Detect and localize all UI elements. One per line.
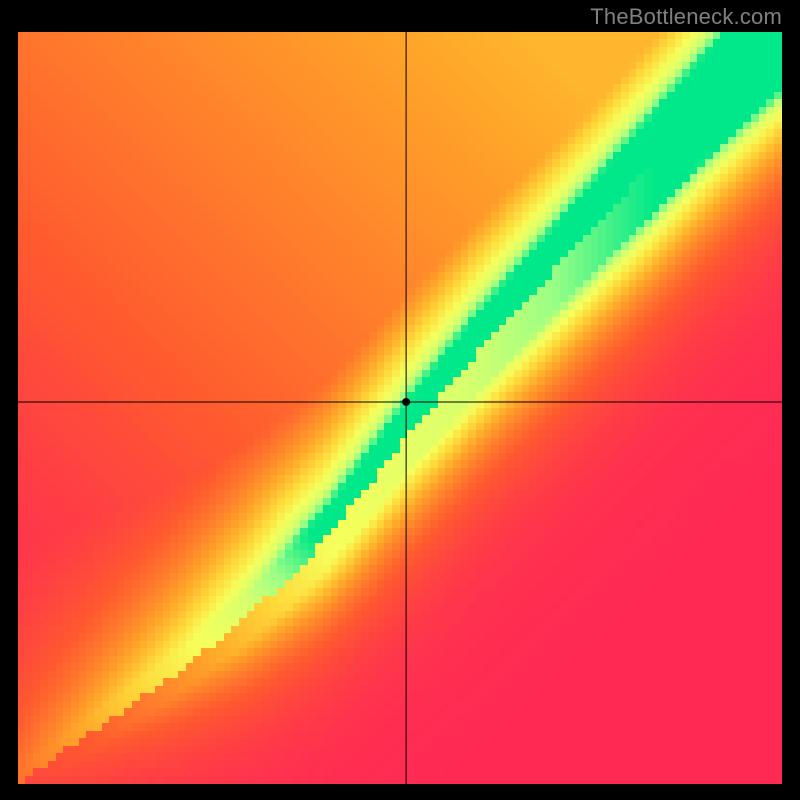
chart-container: { "watermark": { "text": "TheBottleneck.… — [0, 0, 800, 800]
heatmap-plot — [18, 32, 782, 784]
heatmap-canvas — [18, 32, 782, 784]
watermark-text: TheBottleneck.com — [590, 4, 782, 30]
